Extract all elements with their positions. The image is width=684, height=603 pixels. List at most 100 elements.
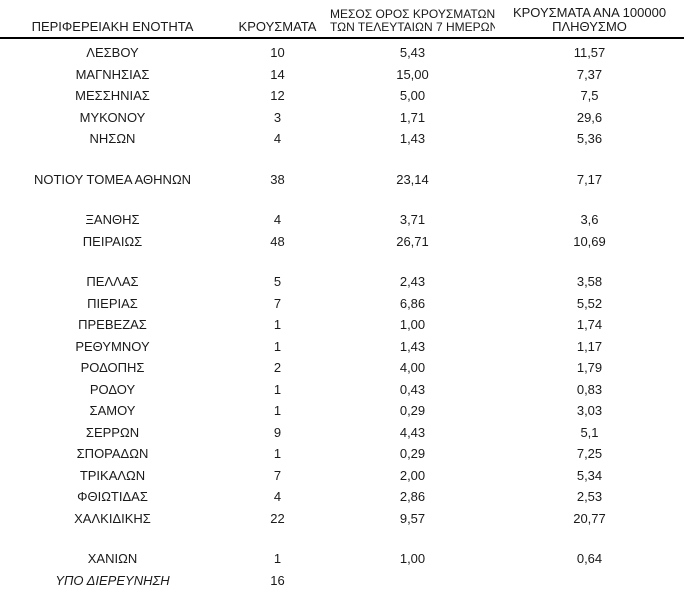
table-row: ΧΑΛΚΙΔΙΚΗΣ 22 9,57 20,77 (0, 508, 684, 530)
table-row: ΦΘΙΩΤΙΔΑΣ 4 2,86 2,53 (0, 486, 684, 508)
spacer-cell (0, 252, 684, 271)
cases-cell: 10 (270, 45, 285, 61)
spacer-row (0, 150, 684, 169)
per100k-cell: 5,52 (576, 295, 603, 311)
per100k-cell: 5,36 (576, 131, 603, 147)
header-region-label: ΠΕΡΙΦΕΡΕΙΑΚΗ ΕΝΟΤΗΤΑ (31, 19, 194, 34)
header-avg7: ΜΕΣΟΣ ΟΡΟΣ ΚΡΟΥΣΜΑΤΩΝ ΤΩΝ ΤΕΛΕΥΤΑΙΩΝ 7 Η… (330, 0, 495, 39)
spacer-cell (0, 150, 684, 169)
avg7-cell: 0,29 (399, 446, 426, 462)
avg7-cell: 1,00 (399, 317, 426, 333)
table-row: ΞΑΝΘΗΣ 4 3,71 3,6 (0, 209, 684, 231)
spacer-cell (0, 190, 684, 209)
per100k-cell: 0,83 (576, 381, 603, 397)
per100k-cell: 3,58 (576, 274, 603, 290)
header-per100k-label-line2: ΠΛΗΘΥΣΜΟ (552, 19, 627, 34)
avg7-cell: 2,86 (399, 489, 426, 505)
region-cell: ΠΙΕΡΙΑΣ (87, 295, 138, 311)
per100k-cell: 1,74 (576, 317, 603, 333)
cases-cell: 5 (273, 274, 282, 290)
header-avg7-label-line1: ΜΕΣΟΣ ΟΡΟΣ ΚΡΟΥΣΜΑΤΩΝ (330, 7, 495, 21)
avg7-cell: 1,00 (399, 551, 426, 567)
header-per100k: ΚΡΟΥΣΜΑΤΑ ΑΝΑ 100000 ΠΛΗΘΥΣΜΟ (495, 0, 684, 39)
region-cell: ΣΠΟΡΑΔΩΝ (76, 446, 149, 462)
table-row: ΧΑΝΙΩΝ 1 1,00 0,64 (0, 548, 684, 570)
cases-cell: 7 (273, 467, 282, 483)
table-row: ΡΕΘΥΜΝΟΥ 1 1,43 1,17 (0, 336, 684, 358)
table-row: ΜΥΚΟΝΟΥ 3 1,71 29,6 (0, 107, 684, 129)
per100k-cell: 5,34 (576, 467, 603, 483)
region-cell: ΤΡΙΚΑΛΩΝ (79, 467, 146, 483)
cases-cell: 3 (273, 109, 282, 125)
table-row: ΤΡΙΚΑΛΩΝ 7 2,00 5,34 (0, 465, 684, 487)
table-row: ΜΕΣΣΗΝΙΑΣ 12 5,00 7,5 (0, 85, 684, 107)
per100k-cell: 0,64 (576, 551, 603, 567)
avg7-cell: 23,14 (396, 171, 429, 187)
cases-cell: 1 (273, 338, 282, 354)
region-cell: ΠΕΛΛΑΣ (86, 274, 139, 290)
avg7-cell: 5,43 (399, 45, 426, 61)
header-cases-label: ΚΡΟΥΣΜΑΤΑ (238, 19, 317, 34)
table-row: ΠΕΛΛΑΣ 5 2,43 3,58 (0, 271, 684, 293)
table-row: ΛΕΣΒΟΥ 10 5,43 11,57 (0, 38, 684, 64)
region-cell: ΣΑΜΟΥ (89, 403, 136, 419)
avg7-cell: 2,00 (399, 467, 426, 483)
table-row: ΠΙΕΡΙΑΣ 7 6,86 5,52 (0, 293, 684, 315)
region-cell: ΞΑΝΘΗΣ (85, 212, 140, 228)
table-row: ΠΕΙΡΑΙΩΣ 48 26,71 10,69 (0, 231, 684, 253)
per100k-cell: 7,25 (576, 446, 603, 462)
per100k-cell: 5,1 (580, 424, 599, 440)
table-row: ΝΟΤΙΟΥ ΤΟΜΕΑ ΑΘΗΝΩΝ 38 23,14 7,17 (0, 169, 684, 191)
region-cell: ΠΕΙΡΑΙΩΣ (82, 233, 143, 249)
region-cell: ΦΘΙΩΤΙΔΑΣ (77, 489, 148, 505)
region-cell: ΛΕΣΒΟΥ (86, 45, 139, 61)
region-cell: ΧΑΛΚΙΔΙΚΗΣ (74, 510, 151, 526)
region-cell: ΝΗΣΩΝ (89, 131, 136, 147)
avg7-cell: 1,43 (399, 131, 426, 147)
header-region: ΠΕΡΙΦΕΡΕΙΑΚΗ ΕΝΟΤΗΤΑ (0, 0, 225, 39)
cases-cell: 14 (270, 66, 285, 82)
cases-cell: 12 (270, 88, 285, 104)
table-row: ΠΡΕΒΕΖΑΣ 1 1,00 1,74 (0, 314, 684, 336)
per100k-cell: 2,53 (576, 489, 603, 505)
cases-cell: 4 (273, 489, 282, 505)
cases-cell: 4 (273, 131, 282, 147)
cases-cell: 16 (270, 572, 285, 588)
region-cell: ΧΑΝΙΩΝ (87, 551, 138, 567)
header-per100k-label-line1: ΚΡΟΥΣΜΑΤΑ ΑΝΑ 100000 (512, 5, 667, 20)
region-cell: ΡΟΔΟΥ (89, 381, 136, 397)
region-cell: ΡΕΘΥΜΝΟΥ (75, 338, 150, 354)
avg7-cell: 0,29 (399, 403, 426, 419)
per100k-cell: 7,37 (576, 66, 603, 82)
region-cell: ΝΟΤΙΟΥ ΤΟΜΕΑ ΑΘΗΝΩΝ (33, 171, 192, 187)
per100k-cell: 3,03 (576, 403, 603, 419)
avg7-cell (330, 570, 495, 592)
cases-cell: 1 (273, 403, 282, 419)
cases-cell: 1 (273, 381, 282, 397)
spacer-cell (0, 529, 684, 548)
region-cell: ΥΠΟ ΔΙΕΡΕΥΝΗΣΗ (55, 572, 170, 588)
cases-cell: 9 (273, 424, 282, 440)
avg7-cell: 15,00 (396, 66, 429, 82)
spacer-row (0, 190, 684, 209)
avg7-cell: 9,57 (399, 510, 426, 526)
avg7-cell: 4,00 (399, 360, 426, 376)
cases-cell: 2 (273, 360, 282, 376)
avg7-cell: 1,71 (399, 109, 426, 125)
avg7-cell: 4,43 (399, 424, 426, 440)
header-cases: ΚΡΟΥΣΜΑΤΑ (225, 0, 330, 39)
per100k-cell: 7,17 (576, 171, 603, 187)
per100k-cell: 1,17 (576, 338, 603, 354)
per100k-cell: 1,79 (576, 360, 603, 376)
per100k-cell: 7,5 (580, 88, 599, 104)
cases-cell: 48 (270, 233, 285, 249)
region-cell: ΣΕΡΡΩΝ (85, 424, 140, 440)
header-row: ΠΕΡΙΦΕΡΕΙΑΚΗ ΕΝΟΤΗΤΑ ΚΡΟΥΣΜΑΤΑ ΜΕΣΟΣ ΟΡΟ… (0, 0, 684, 39)
table-row: ΝΗΣΩΝ 4 1,43 5,36 (0, 128, 684, 150)
spacer-row (0, 252, 684, 271)
table-row: ΣΑΜΟΥ 1 0,29 3,03 (0, 400, 684, 422)
cases-cell: 1 (273, 446, 282, 462)
table-row: ΡΟΔΟΠΗΣ 2 4,00 1,79 (0, 357, 684, 379)
cases-cell: 7 (273, 295, 282, 311)
